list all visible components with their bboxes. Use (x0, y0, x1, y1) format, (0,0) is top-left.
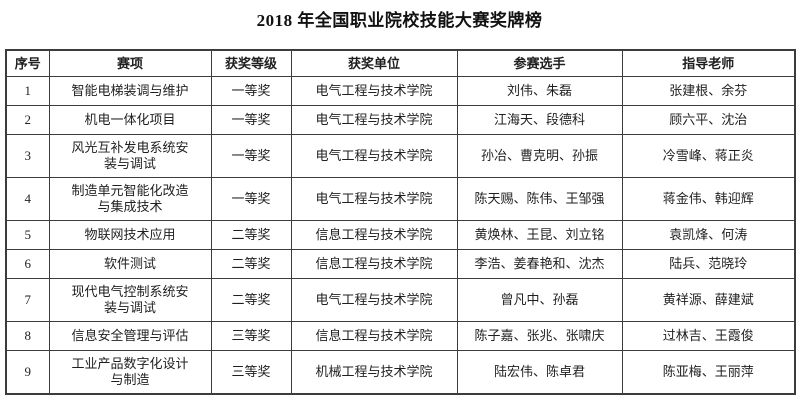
cell-unit: 信息工程与技术学院 (290, 249, 458, 279)
cell-teachers: 过林吉、王霞俊 (621, 321, 796, 351)
header-unit: 获奖单位 (290, 49, 458, 77)
cell-unit: 机械工程与技术学院 (290, 350, 458, 395)
cell-event: 机电一体化项目 (48, 105, 212, 135)
header-row: 序号 赛项 获奖等级 获奖单位 参赛选手 指导老师 (5, 49, 796, 77)
table-row: 8 信息安全管理与评估 三等奖 信息工程与技术学院 陈子嘉、张兆、张啸庆 过林吉、王霞俊 (5, 321, 796, 351)
cell-no: 2 (5, 105, 50, 135)
cell-award: 三等奖 (210, 321, 292, 351)
header-contestants: 参赛选手 (456, 49, 623, 77)
cell-contestants: 陆宏伟、陈卓君 (456, 350, 623, 395)
cell-teachers: 陈亚梅、王丽萍 (621, 350, 796, 395)
cell-event: 信息安全管理与评估 (48, 321, 212, 351)
cell-award: 二等奖 (210, 249, 292, 279)
table-row: 9 工业产品数字化设计 与制造 三等奖 机械工程与技术学院 陆宏伟、陈卓君 陈亚梅、王丽萍 (5, 350, 796, 395)
cell-award: 一等奖 (210, 105, 292, 135)
cell-award: 一等奖 (210, 177, 292, 221)
cell-contestants: 陈子嘉、张兆、张啸庆 (456, 321, 623, 351)
cell-unit: 电气工程与技术学院 (290, 134, 458, 178)
cell-contestants: 刘伟、朱磊 (456, 76, 623, 106)
cell-teachers: 冷雪峰、蒋正炎 (621, 134, 796, 178)
cell-unit: 电气工程与技术学院 (290, 76, 458, 106)
cell-no: 4 (5, 177, 50, 221)
cell-award: 三等奖 (210, 350, 292, 395)
cell-no: 5 (5, 220, 50, 250)
cell-contestants: 曾凡中、孙磊 (456, 278, 623, 322)
header-no: 序号 (5, 49, 50, 77)
cell-event: 软件测试 (48, 249, 212, 279)
cell-event: 风光互补发电系统安 装与调试 (48, 134, 212, 178)
cell-unit: 信息工程与技术学院 (290, 220, 458, 250)
cell-unit: 信息工程与技术学院 (290, 321, 458, 351)
table-row: 3 风光互补发电系统安 装与调试 一等奖 电气工程与技术学院 孙冶、曹克明、孙振 冷雪峰、… (5, 134, 796, 178)
cell-no: 8 (5, 321, 50, 351)
header-teachers: 指导老师 (621, 49, 796, 77)
table-row: 5 物联网技术应用 二等奖 信息工程与技术学院 黄焕林、王昆、刘立铭 袁凯烽、何涛 (5, 220, 796, 250)
cell-no: 9 (5, 350, 50, 395)
cell-no: 3 (5, 134, 50, 178)
cell-event: 制造单元智能化改造 与集成技术 (48, 177, 212, 221)
table-row: 4 制造单元智能化改造 与集成技术 一等奖 电气工程与技术学院 陈天赐、陈伟、王邹强 蒋金… (5, 177, 796, 221)
cell-award: 二等奖 (210, 278, 292, 322)
cell-no: 1 (5, 76, 50, 106)
cell-teachers: 张建根、余芬 (621, 76, 796, 106)
cell-teachers: 袁凯烽、何涛 (621, 220, 796, 250)
cell-teachers: 陆兵、范晓玲 (621, 249, 796, 279)
cell-event: 智能电梯装调与维护 (48, 76, 212, 106)
cell-teachers: 顾六平、沈治 (621, 105, 796, 135)
cell-award: 二等奖 (210, 220, 292, 250)
table-row: 7 现代电气控制系统安 装与调试 二等奖 电气工程与技术学院 曾凡中、孙磊 黄祥源、薛建斌 (5, 278, 796, 322)
table-row: 1 智能电梯装调与维护 一等奖 电气工程与技术学院 刘伟、朱磊 张建根、余芬 (5, 76, 796, 106)
cell-unit: 电气工程与技术学院 (290, 278, 458, 322)
cell-no: 6 (5, 249, 50, 279)
cell-no: 7 (5, 278, 50, 322)
cell-event: 工业产品数字化设计 与制造 (48, 350, 212, 395)
header-event: 赛项 (48, 49, 212, 77)
table-row: 2 机电一体化项目 一等奖 电气工程与技术学院 江海天、段德科 顾六平、沈治 (5, 105, 796, 135)
table-row: 6 软件测试 二等奖 信息工程与技术学院 李浩、姜春艳和、沈杰 陆兵、范晓玲 (5, 249, 796, 279)
cell-contestants: 江海天、段德科 (456, 105, 623, 135)
cell-event: 现代电气控制系统安 装与调试 (48, 278, 212, 322)
cell-teachers: 黄祥源、薛建斌 (621, 278, 796, 322)
cell-award: 一等奖 (210, 134, 292, 178)
page-title: 2018 年全国职业院校技能大赛奖牌榜 (256, 11, 543, 30)
cell-contestants: 孙冶、曹克明、孙振 (456, 134, 623, 178)
cell-contestants: 陈天赐、陈伟、王邹强 (456, 177, 623, 221)
table-header: 序号 赛项 获奖等级 获奖单位 参赛选手 指导老师 (5, 49, 796, 77)
cell-award: 一等奖 (210, 76, 292, 106)
cell-unit: 电气工程与技术学院 (290, 105, 458, 135)
table-body: 1 智能电梯装调与维护 一等奖 电气工程与技术学院 刘伟、朱磊 张建根、余芬 2 机电一体化项… (5, 76, 796, 395)
cell-contestants: 黄焕林、王昆、刘立铭 (456, 220, 623, 250)
cell-unit: 电气工程与技术学院 (290, 177, 458, 221)
header-award: 获奖等级 (210, 49, 292, 77)
cell-teachers: 蒋金伟、韩迎辉 (621, 177, 796, 221)
award-table: 序号 赛项 获奖等级 获奖单位 参赛选手 指导老师 1 智能电梯装调与维护 一等奖电… (5, 49, 796, 395)
cell-event: 物联网技术应用 (48, 220, 212, 250)
cell-contestants: 李浩、姜春艳和、沈杰 (456, 249, 623, 279)
